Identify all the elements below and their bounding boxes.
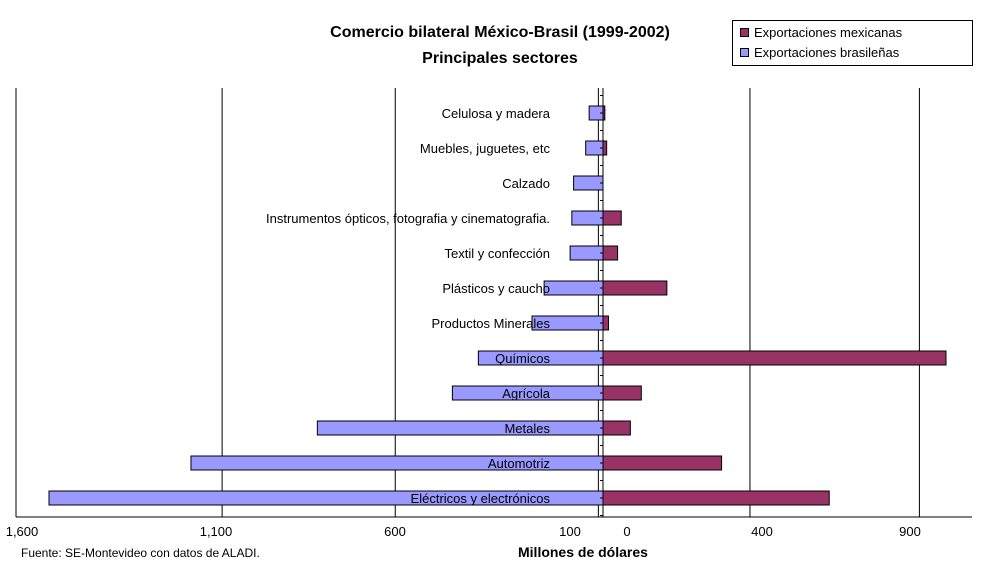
- tick-labels: 1,600 1,100 600 100 0 400 900: [6, 524, 921, 539]
- bar-mexicanas-9: [602, 420, 631, 436]
- bar-brasilenas-5: [543, 280, 604, 296]
- tick-right-2: 900: [899, 524, 921, 539]
- legend-swatch-brasilenas: [740, 48, 749, 57]
- bars: [48, 105, 947, 506]
- bar-mexicanas-1: [602, 140, 608, 156]
- source-note: Fuente: SE-Montevideo con datos de ALADI…: [21, 546, 260, 560]
- tick-left-2: 600: [384, 524, 406, 539]
- category-label-10: Automotriz: [488, 456, 550, 471]
- category-label-11: Eléctricos y electrónicos: [411, 491, 551, 506]
- category-label-2: Calzado: [502, 176, 550, 191]
- bar-brasilenas-3: [571, 210, 604, 226]
- legend-label-brasilenas: Exportaciones brasileñas: [754, 45, 900, 60]
- bar-brasilenas-9: [316, 420, 604, 436]
- bar-mexicanas-6: [602, 315, 609, 331]
- x-axis-label: Millones de dólares: [518, 544, 648, 560]
- category-label-9: Metales: [504, 421, 550, 436]
- chart-subtitle: Principales sectores: [422, 50, 578, 67]
- category-label-7: Químicos: [495, 351, 550, 366]
- category-label-6: Productos Minerales: [432, 316, 551, 331]
- legend-swatch-mexicanas: [740, 28, 749, 37]
- axes: [16, 88, 972, 518]
- category-label-4: Textil y confección: [445, 246, 551, 261]
- chart-title: Comercio bilateral México-Brasil (1999-2…: [330, 24, 670, 41]
- bar-brasilenas-2: [573, 175, 604, 191]
- bar-mexicanas-8: [602, 385, 642, 401]
- tick-left-1: 1,100: [200, 524, 233, 539]
- category-label-3: Instrumentos ópticos, fotografia y cinem…: [266, 211, 550, 226]
- legend-entry-mexicanas: Exportaciones mexicanas: [740, 25, 902, 40]
- tick-left-3: 100: [559, 524, 581, 539]
- category-label-1: Muebles, juguetes, etc: [420, 141, 551, 156]
- category-labels: Celulosa y madera Muebles, juguetes, etc C…: [266, 106, 551, 506]
- bar-mexicanas-4: [602, 245, 619, 261]
- tick-right-1: 400: [751, 524, 773, 539]
- bar-mexicanas-11: [602, 490, 830, 506]
- bar-brasilenas-4: [569, 245, 604, 261]
- legend: Exportaciones mexicanas Exportaciones br…: [732, 20, 973, 66]
- category-label-8: Agrícola: [502, 386, 550, 401]
- category-label-5: Plásticos y caucho: [442, 281, 550, 296]
- bar-mexicanas-3: [602, 210, 622, 226]
- legend-label-mexicanas: Exportaciones mexicanas: [754, 25, 903, 40]
- bar-mexicanas-5: [602, 280, 668, 296]
- category-label-0: Celulosa y madera: [442, 106, 551, 121]
- tick-left-0: 1,600: [6, 524, 39, 539]
- gridlines: [15, 88, 920, 517]
- bar-mexicanas-10: [602, 455, 723, 471]
- legend-entry-brasilenas: Exportaciones brasileñas: [740, 45, 899, 60]
- tick-right-0: 0: [623, 524, 630, 539]
- bar-mexicanas-7: [602, 350, 947, 366]
